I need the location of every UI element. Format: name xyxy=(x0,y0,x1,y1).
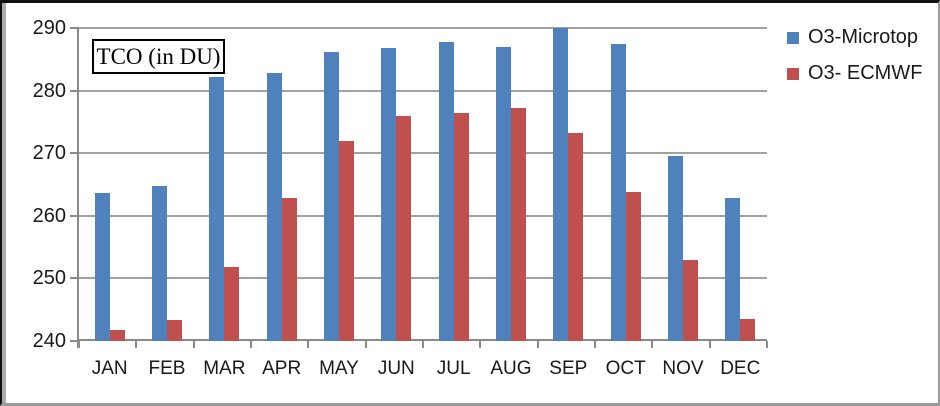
bar-jul-o3-ecmwf xyxy=(453,112,469,341)
bar-group-nov xyxy=(654,28,711,341)
y-tick-250 xyxy=(70,277,79,280)
x-tick-7 xyxy=(479,341,482,348)
bar-aug-o3-ecmwf xyxy=(510,108,526,341)
bar-group-jun xyxy=(368,28,425,341)
bar-group-jan xyxy=(81,28,138,341)
x-axis-label-aug: AUG xyxy=(490,358,532,379)
bar-nov-o3-microtop xyxy=(667,155,683,341)
x-tick-0 xyxy=(78,341,80,348)
x-axis-label-jan: JAN xyxy=(91,358,128,379)
y-axis-labels: 240 250 260 270 280 290 xyxy=(2,17,66,352)
x-tick-2 xyxy=(192,341,195,348)
x-axis-label-mar: MAR xyxy=(203,358,246,379)
bar-apr-o3-ecmwf xyxy=(281,197,297,341)
x-tick-1 xyxy=(135,341,138,348)
plot-area xyxy=(70,27,769,348)
x-tick-10 xyxy=(651,341,654,348)
bar-dec-o3-microtop xyxy=(725,197,741,341)
legend-item-microtop: O3-Microtop xyxy=(787,26,922,49)
gridline-270 xyxy=(79,152,767,155)
bar-sep-o3-ecmwf xyxy=(568,132,584,341)
y-tick-290 xyxy=(70,27,79,29)
legend-swatch-blue-icon xyxy=(787,31,799,44)
bar-mar-o3-ecmwf xyxy=(224,267,240,341)
x-axis-label-may: MAY xyxy=(319,358,359,379)
y-tick-280 xyxy=(70,89,79,92)
x-axis-label-feb: FEB xyxy=(148,358,186,379)
bar-apr-o3-microtop xyxy=(266,73,282,341)
bar-jan-o3-ecmwf xyxy=(109,330,125,341)
y-axis-label-270: 270 xyxy=(32,142,66,165)
bar-sep-o3-microtop xyxy=(553,28,569,341)
y-axis-label-290: 290 xyxy=(32,17,66,39)
y-axis-label-250: 250 xyxy=(32,267,66,290)
bar-oct-o3-ecmwf xyxy=(625,192,641,341)
bar-feb-o3-microtop xyxy=(151,185,167,341)
y-axis-label-260: 260 xyxy=(32,204,66,227)
legend-item-ecmwf: O3- ECMWF xyxy=(787,62,922,85)
gridline-250 xyxy=(79,277,767,280)
x-axis-label-apr: APR xyxy=(262,358,302,379)
x-tick-3 xyxy=(250,341,252,348)
legend-label-ecmwf: O3- ECMWF xyxy=(808,62,923,84)
bar-group-sep xyxy=(540,28,597,341)
legend-label-microtop: O3-Microtop xyxy=(808,26,919,48)
x-axis-label-dec: DEC xyxy=(720,358,761,379)
bar-group-mar xyxy=(196,28,253,341)
legend-swatch-red-icon xyxy=(787,67,799,80)
y-axis-label-240: 240 xyxy=(32,330,66,352)
x-axis-line xyxy=(79,339,767,341)
x-tick-6 xyxy=(422,341,424,348)
x-axis-label-jul: JUL xyxy=(436,358,471,379)
bar-jun-o3-microtop xyxy=(381,48,397,341)
x-tick-9 xyxy=(594,341,596,348)
x-tick-12 xyxy=(766,341,768,348)
bar-feb-o3-ecmwf xyxy=(166,319,182,341)
x-axis-label-sep: SEP xyxy=(549,358,588,379)
bar-group-oct xyxy=(597,28,654,341)
y-axis-line xyxy=(77,28,79,348)
y-tick-270 xyxy=(70,152,79,155)
x-tick-5 xyxy=(364,341,367,348)
chart-title-box: TCO (in DU) xyxy=(92,39,225,74)
y-tick-240 xyxy=(70,340,79,342)
bar-group-apr xyxy=(253,28,310,341)
x-tick-4 xyxy=(307,341,310,348)
legend: O3-Microtop O3- ECMWF xyxy=(787,26,922,85)
bar-aug-o3-microtop xyxy=(495,47,511,341)
bar-group-aug xyxy=(482,28,539,341)
bar-group-dec xyxy=(712,28,769,341)
bar-may-o3-ecmwf xyxy=(338,141,354,341)
x-axis-labels: JAN FEB MAR APR MAY JUN JUL AUG SEP OCT NOV DEC xyxy=(79,356,767,382)
bar-group-jul xyxy=(425,28,482,341)
y-axis-label-280: 280 xyxy=(32,79,66,102)
bar-mar-o3-microtop xyxy=(209,77,225,341)
bar-jan-o3-microtop xyxy=(94,192,110,341)
bar-may-o3-microtop xyxy=(323,52,339,341)
bar-dec-o3-ecmwf xyxy=(740,319,756,341)
bar-oct-o3-microtop xyxy=(610,44,626,341)
bar-jun-o3-ecmwf xyxy=(396,115,412,341)
bar-group-feb xyxy=(138,28,195,341)
gridline-260 xyxy=(79,214,767,217)
y-tick-260 xyxy=(70,214,79,217)
bar-jul-o3-microtop xyxy=(438,42,454,341)
x-axis-label-oct: OCT xyxy=(605,358,646,379)
x-tick-11 xyxy=(708,341,711,348)
gridline-280 xyxy=(79,89,767,92)
x-axis-label-jun: JUN xyxy=(377,358,415,379)
x-tick-8 xyxy=(536,341,539,348)
bar-group-may xyxy=(310,28,367,341)
bar-nov-o3-ecmwf xyxy=(682,260,698,341)
x-axis-label-nov: NOV xyxy=(662,358,704,379)
gridline-290 xyxy=(79,27,767,29)
